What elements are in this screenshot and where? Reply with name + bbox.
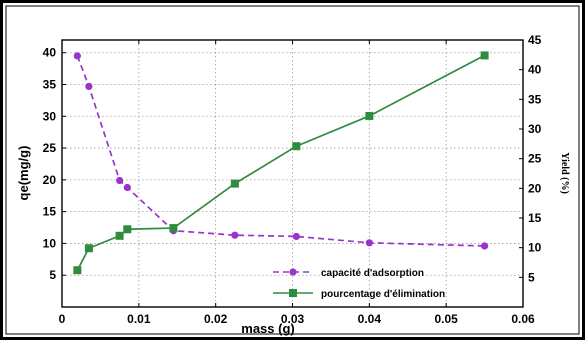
y2-tick-label-7: 40 — [528, 63, 542, 77]
series-0-point-1 — [85, 82, 93, 91]
y-tick-label-3: 20 — [43, 173, 57, 187]
y-tick-label-5: 30 — [43, 109, 57, 123]
series-1-point-8 — [480, 51, 489, 60]
ticks: 0 0.01 0.02 0.03 0.04 0.05 0.06 5 10 15 20 25 30 35 40… — [43, 33, 542, 326]
series-1-point-4 — [169, 224, 178, 233]
grid — [62, 40, 523, 307]
y-tick-label-0: 5 — [49, 268, 56, 282]
y2-tick-label-2: 15 — [528, 211, 542, 225]
x-tick-label-1: 0.01 — [127, 312, 151, 326]
legend-label-elimination: pourcentage d'élimination — [321, 289, 445, 300]
x-axis-title: mass (g) — [241, 321, 294, 336]
x-tick-label-2: 0.02 — [204, 312, 228, 326]
series-0-point-7 — [365, 239, 373, 247]
y2-tick-label-4: 25 — [528, 152, 542, 166]
y2-tick-label-3: 20 — [528, 181, 542, 195]
series-0-point-5 — [231, 231, 239, 239]
series-0-point-2 — [116, 176, 124, 185]
series-layer — [73, 51, 489, 275]
x-tick-label-5: 0.05 — [434, 312, 458, 326]
legend-label-adsorption: capacité d'adsorption — [321, 268, 424, 279]
series-1-point-7 — [365, 111, 374, 120]
x-tick-label-0: 0 — [59, 312, 66, 326]
x-tick-label-3: 0.03 — [281, 312, 305, 326]
series-0-point-3 — [123, 183, 131, 192]
x-tick-label-4: 0.04 — [358, 312, 382, 326]
inner-frame — [5, 5, 580, 335]
y2-tick-label-6: 35 — [528, 92, 542, 106]
legend-marker-adsorption — [289, 268, 297, 276]
y-tick-label-1: 10 — [43, 236, 57, 250]
legend: capacité d'adsorption pourcentage d'élim… — [273, 268, 445, 300]
series-1-point-6 — [292, 142, 301, 151]
y-tick-label-2: 15 — [43, 205, 57, 219]
y-tick-label-7: 40 — [43, 46, 57, 60]
series-0-point-6 — [292, 232, 300, 241]
y-axis-title: qe(mg/g) — [16, 146, 31, 201]
y2-tick-label-0: 5 — [528, 270, 535, 284]
legend-marker-elimination — [289, 289, 297, 297]
series-0-point-0 — [73, 52, 81, 60]
series-1-point-5 — [230, 179, 239, 188]
y2-tick-label-5: 30 — [528, 122, 542, 136]
series-0-point-8 — [480, 242, 489, 250]
y-tick-label-6: 35 — [43, 78, 57, 92]
y-tick-label-4: 25 — [43, 141, 57, 155]
series-1-point-3 — [123, 225, 132, 234]
series-1-point-2 — [115, 231, 124, 240]
y2-tick-label-1: 10 — [528, 241, 542, 255]
series-1-point-0 — [73, 266, 82, 275]
y2-tick-label-8: 45 — [528, 33, 542, 47]
y2-axis-title: Yield (%) — [559, 152, 570, 194]
x-tick-label-6: 0.06 — [511, 312, 535, 326]
series-1-point-1 — [84, 244, 93, 253]
